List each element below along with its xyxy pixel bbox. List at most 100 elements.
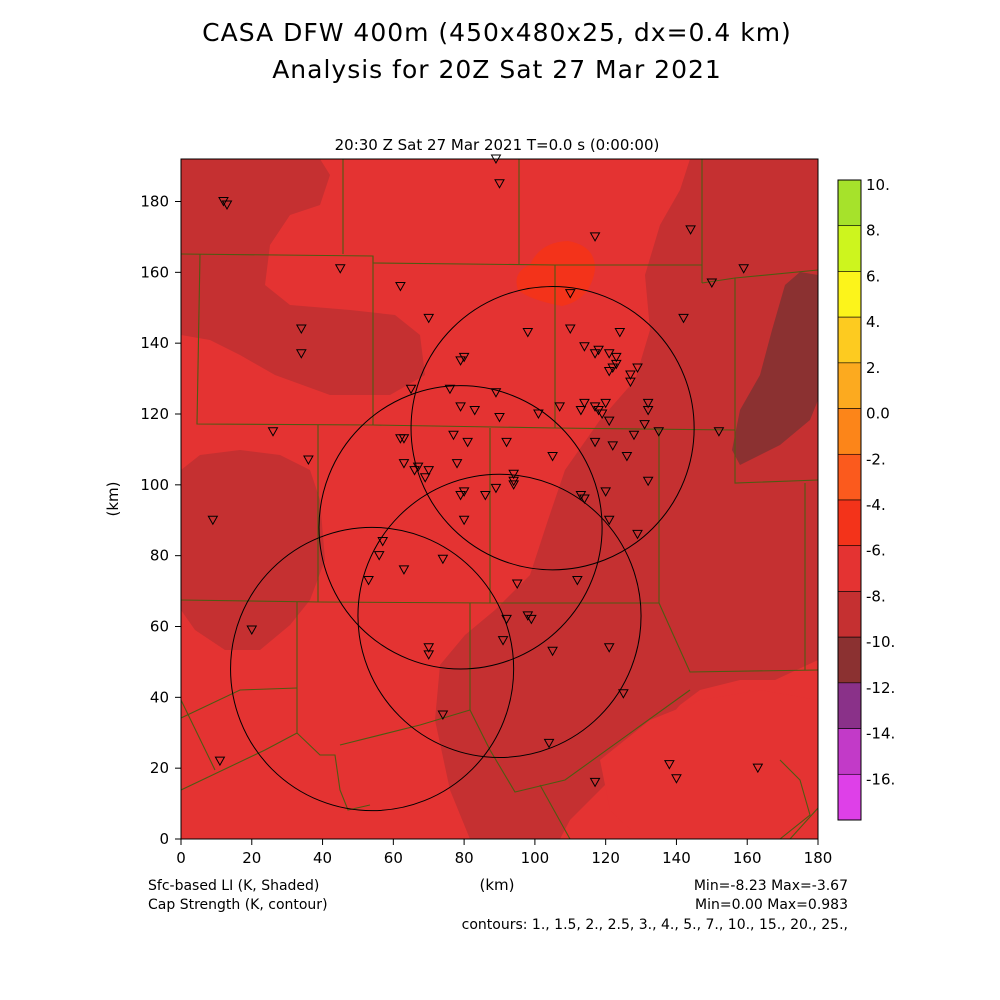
station-marker [642,476,654,487]
y-tick-label: 20 [150,759,169,777]
title-line2: Analysis for 20Z Sat 27 Mar 2021 [272,55,722,84]
station-marker [522,328,534,338]
colorbar-label: 6. [866,267,880,285]
station-marker [423,313,435,324]
x-tick-label: 100 [521,849,550,867]
station-marker [423,466,435,476]
x-axis: 0 20 40 60 80 100 120 140 160 180 [176,839,832,867]
station-marker [603,367,615,377]
station-marker [621,452,633,462]
shaded-field [181,159,818,839]
colorbar-label: 4. [866,313,880,331]
x-tick-label: 20 [242,849,261,867]
colorbar-frame [837,179,862,821]
colorbar-swatch [837,408,862,455]
x-tick-label: 40 [313,849,332,867]
x-tick-label: 0 [176,849,186,867]
colorbar-label: -6. [866,542,886,560]
colorbar-swatch [837,271,862,318]
station-marker [543,738,555,749]
station-marker [469,405,481,416]
colorbar-swatch [837,499,862,547]
station-marker [564,324,576,335]
station-marker [437,710,449,721]
station-marker [501,614,512,625]
station-marker [207,515,219,526]
colorbar-swatch [837,728,862,775]
contour-minmax: Min=0.00 Max=0.983 [695,897,848,913]
plot-subtitle: 20:30 Z Sat 27 Mar 2021 T=0.0 s (0:00:00… [335,136,660,154]
x-axis-label: (km) [479,876,514,894]
station-marker [600,398,612,409]
plot-area [180,154,819,840]
station-marker [405,384,417,395]
x-tick-label: 140 [662,849,691,867]
colorbar-label: 8. [866,222,880,240]
station-marker [603,349,615,359]
station-marker [437,554,449,565]
station-marker [628,430,640,441]
station-marker [295,324,307,335]
station-marker [508,480,520,490]
station-marker [685,225,696,235]
radar-circle [318,385,603,670]
station-marker [738,264,750,274]
y-tick-label: 180 [140,193,169,211]
station-marker [423,650,435,660]
station-marker [490,483,502,494]
station-marker [479,490,491,501]
shade-variable-label: Sfc-based LI (K, Shaded) [148,878,319,894]
station-marker [423,643,435,653]
y-tick-label: 80 [150,547,169,565]
station-marker [664,760,675,770]
station-marker [501,437,512,448]
station-marker [589,777,601,788]
title-line1: CASA DFW 400m (450x480x25, dx=0.4 km) [202,18,792,47]
colorbar-swatch [837,316,862,364]
colorbar-swatch [837,773,862,821]
colorbar-swatch [837,591,862,638]
station-marker [579,398,590,409]
colorbar-swatch [837,179,862,227]
station-marker [497,636,509,646]
colorbar-label: 0.0 [866,405,890,423]
x-tick-label: 180 [804,849,833,867]
station-marker [455,356,466,366]
contour-levels: contours: 1., 1.5, 2., 2.5, 3., 4., 5., … [462,917,848,933]
station-marker [246,625,258,636]
y-tick-label: 60 [150,618,169,636]
field-warm-blob [516,241,596,306]
y-tick-label: 40 [150,688,169,706]
station-marker [462,437,474,448]
station-marker [579,342,590,352]
station-marker [398,459,410,469]
station-marker [363,575,374,586]
station-marker [610,352,622,363]
colorbar-label: -16. [866,770,895,788]
colorbar-swatch [837,453,862,501]
station-marker [575,405,587,416]
colorbar-swatch [837,636,862,684]
station-marker [554,402,566,412]
station-marker [444,384,456,395]
station-marker [653,427,665,437]
x-tick-label: 60 [384,849,403,867]
y-tick-label: 140 [140,334,169,352]
station-marker [525,614,537,625]
colorbar-label: -8. [866,587,886,605]
station-marker [603,643,615,653]
x-tick-label: 80 [455,849,474,867]
station-marker [377,537,389,547]
colorbar-label: 10. [866,176,890,194]
colorbar-swatch [837,225,862,272]
station-marker [639,420,650,430]
station-marker [678,313,689,324]
station-marker [579,494,590,505]
station-marker [398,434,410,444]
station-marker [533,409,544,420]
station-marker [494,413,505,423]
radar-circle [230,526,515,812]
station-marker [373,551,385,561]
station-marker [603,515,615,526]
